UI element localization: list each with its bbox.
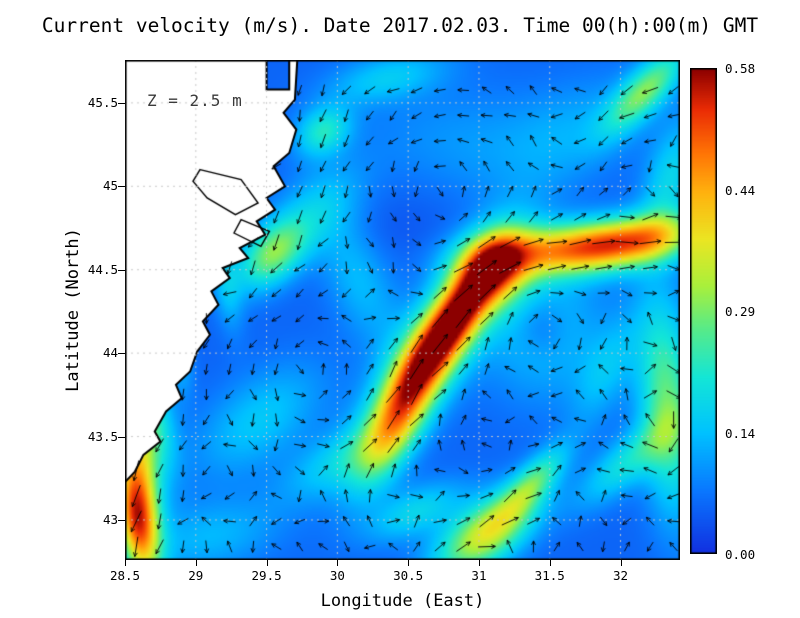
x-tick-label: 31.5 xyxy=(534,568,565,583)
x-tick-mark xyxy=(195,560,197,566)
y-axis-label: Latitude (North) xyxy=(63,228,83,392)
colorbar-tick-label: 0.00 xyxy=(725,547,756,562)
y-tick-label: 44.5 xyxy=(87,261,118,277)
y-tick-label: 44 xyxy=(102,345,118,361)
x-axis-label: Longitude (East) xyxy=(320,591,485,611)
chart-title: Current velocity (m/s). Date 2017.02.03.… xyxy=(41,14,759,37)
y-tick-label: 45.5 xyxy=(87,94,118,110)
x-tick-mark xyxy=(408,560,410,566)
colorbar-tick-label: 0.29 xyxy=(725,304,756,319)
y-tick-label: 45 xyxy=(102,178,118,194)
x-tick-label: 32 xyxy=(613,568,629,583)
depth-annotation: Z = 2.5 m xyxy=(147,91,243,110)
x-tick-mark xyxy=(478,560,480,566)
y-tick-mark xyxy=(118,353,125,355)
x-tick-label: 28.5 xyxy=(109,568,141,583)
colorbar-tick-label: 0.58 xyxy=(725,61,756,76)
x-tick-mark xyxy=(266,560,268,566)
x-tick-label: 29.5 xyxy=(251,568,282,583)
y-tick-mark xyxy=(118,102,125,104)
map-canvas xyxy=(125,60,680,560)
x-tick-label: 31 xyxy=(471,568,487,583)
x-tick-mark xyxy=(125,560,126,566)
x-tick-mark xyxy=(549,560,551,566)
colorbar-tick-label: 0.14 xyxy=(725,425,756,441)
x-tick-mark xyxy=(620,560,622,566)
colorbar-tick-label: 0.44 xyxy=(725,182,756,198)
y-tick-mark xyxy=(118,436,125,438)
x-tick-label: 30 xyxy=(329,568,345,583)
y-tick-label: 43 xyxy=(102,511,118,527)
y-tick-mark xyxy=(118,269,125,271)
x-tick-mark xyxy=(337,560,339,566)
y-tick-label: 43.5 xyxy=(87,428,118,444)
y-tick-mark xyxy=(118,186,125,188)
x-tick-label: 30.5 xyxy=(393,568,424,583)
x-tick-label: 29 xyxy=(188,568,204,583)
colorbar xyxy=(690,68,717,554)
y-tick-mark xyxy=(118,519,125,521)
